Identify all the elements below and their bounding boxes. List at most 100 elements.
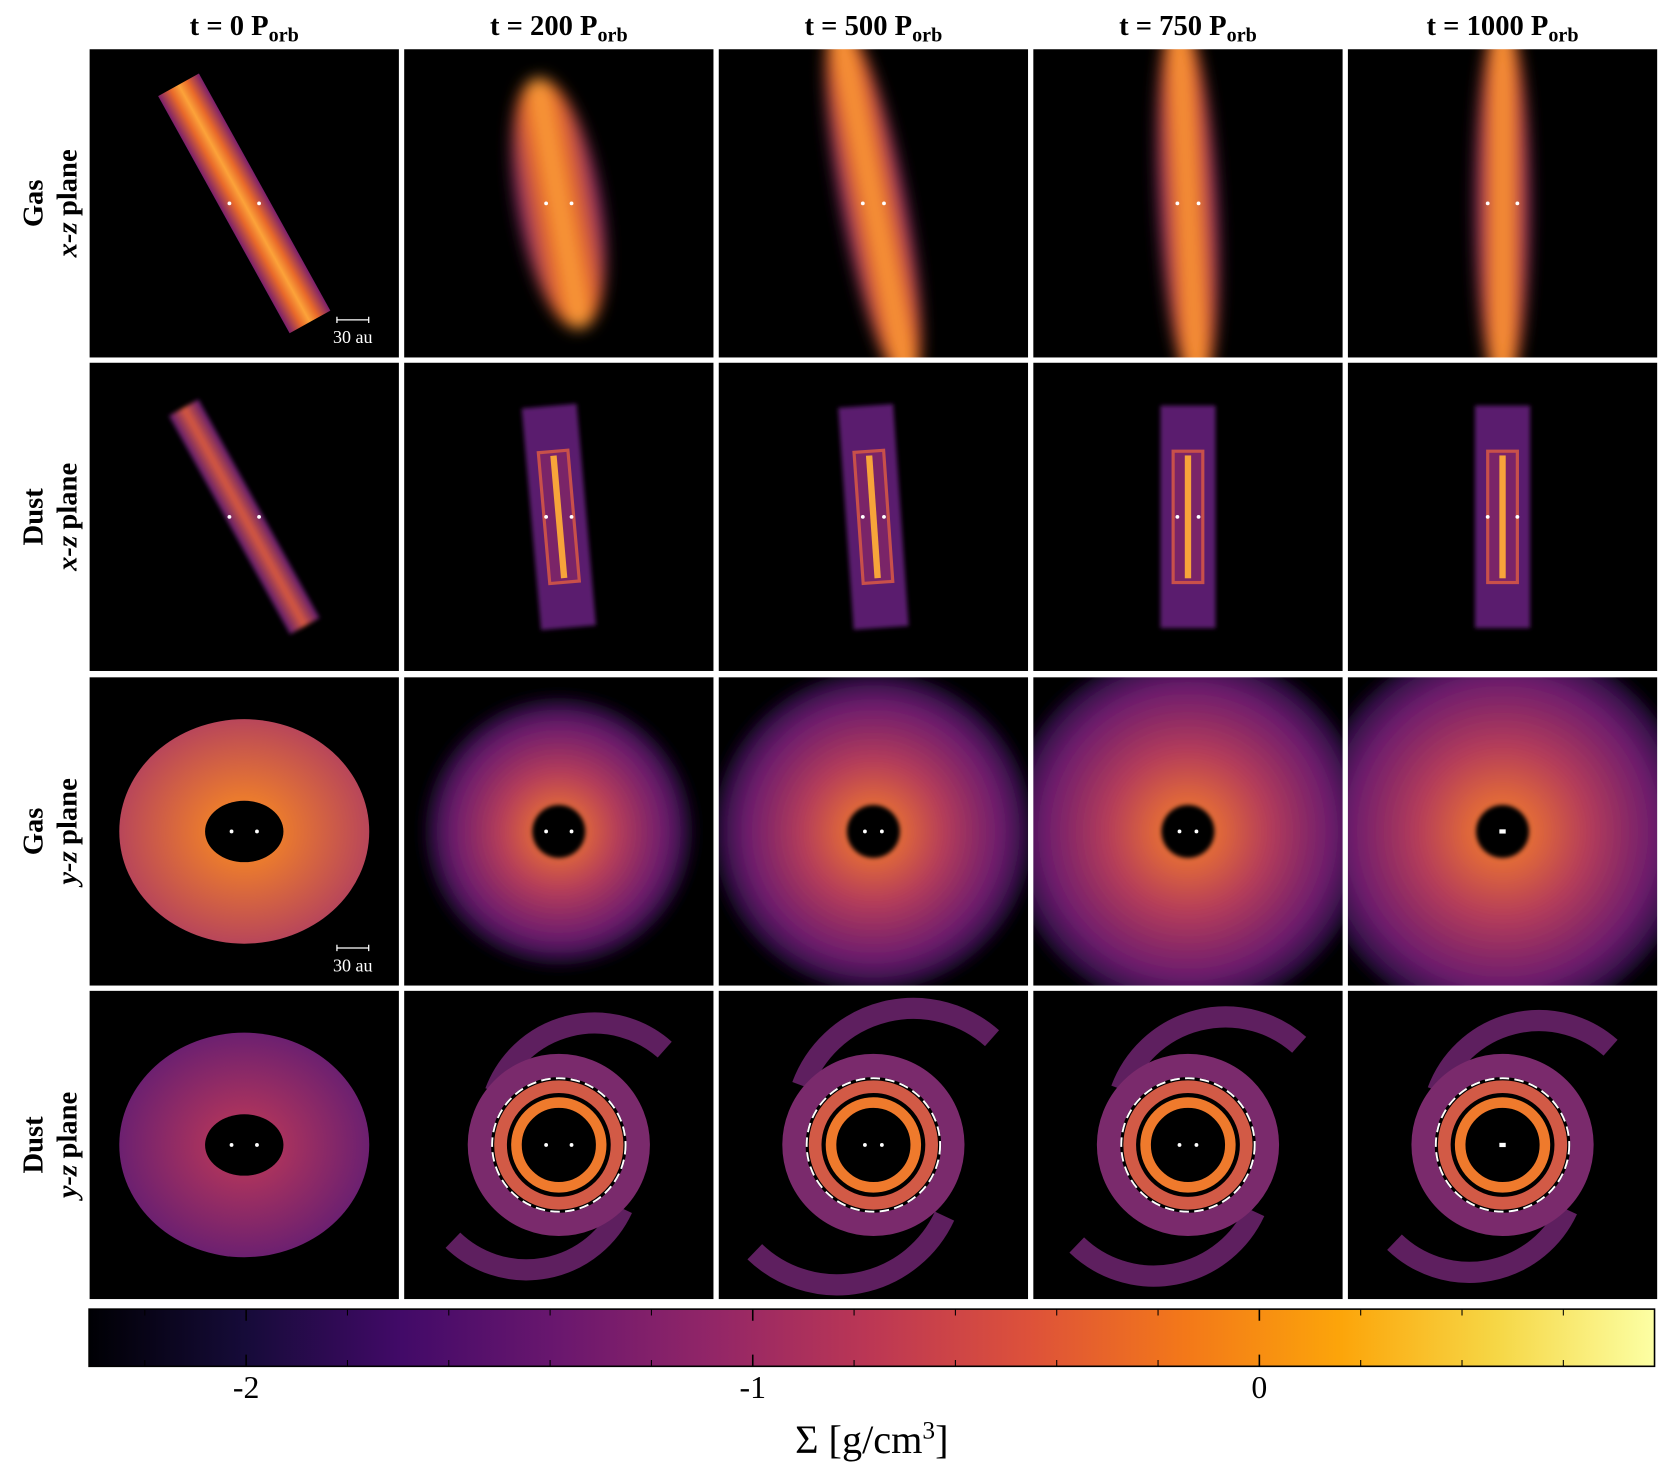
labels: t = 0 Porb t = 200 Porb t = 500 Porb t = 75… (18, 11, 1656, 1462)
gas-slab (511, 77, 607, 329)
star (544, 514, 549, 519)
row-plane: x-z plane (52, 463, 83, 572)
colorbar-tick-label: -2 (233, 1370, 259, 1405)
dust-cavity (205, 1114, 284, 1176)
star (860, 514, 865, 519)
dust-spiral (485, 1012, 672, 1096)
colorbar-tick-label: 0 (1251, 1370, 1267, 1405)
panel-border (403, 676, 715, 987)
panel (1032, 676, 1344, 987)
star (1485, 201, 1490, 206)
dust-spiral (1069, 1207, 1265, 1287)
dust-ring (1096, 1053, 1280, 1237)
panel-content (747, 997, 1000, 1296)
panel-content (1387, 1010, 1618, 1283)
colorbar-label: Σ [g/cm3] (795, 1416, 948, 1462)
panel (426, 699, 692, 964)
colorbar-label-sup: 3 (922, 1416, 935, 1444)
panel-grid (88, 48, 1659, 1301)
star (863, 829, 867, 834)
header-main: t = 200 P (490, 11, 598, 42)
panel-border (1032, 676, 1344, 987)
star (544, 201, 549, 206)
colorbar-label-end: ] (935, 1417, 948, 1462)
plane-axes: x-z (52, 222, 83, 259)
dust-structure (521, 403, 596, 631)
column-header: t = 750 Porb (1119, 11, 1257, 46)
star (863, 1143, 867, 1147)
panel-border (717, 676, 1030, 987)
panel-content (718, 676, 1029, 987)
row-species: Gas (18, 808, 49, 856)
star (879, 829, 884, 834)
dust-ring (1123, 1080, 1253, 1210)
header-sub: orb (912, 24, 942, 46)
star (229, 1143, 234, 1147)
panel-content (1032, 676, 1344, 987)
panel-border (1346, 989, 1659, 1301)
star (1194, 1143, 1199, 1147)
dashed-circle (1434, 1077, 1571, 1213)
star (227, 514, 232, 519)
star (1177, 1143, 1182, 1147)
dust-midplane (1499, 455, 1506, 579)
dust-ring (467, 1053, 650, 1237)
star (1485, 514, 1490, 519)
star (1177, 829, 1182, 834)
panel-content (445, 1012, 672, 1281)
star (860, 201, 865, 206)
star (569, 1143, 574, 1147)
panel-border (1346, 361, 1659, 673)
panel-content (1347, 676, 1658, 987)
dashed-circle (1120, 1077, 1256, 1213)
colorbar-label-main: Σ [g/cm (795, 1417, 922, 1462)
dust-ring (825, 1097, 922, 1193)
panel-border (1032, 361, 1344, 673)
panel (1475, 405, 1531, 629)
star (1196, 201, 1201, 206)
gas-cavity (532, 804, 586, 858)
star (229, 829, 234, 834)
gas-slab (1475, 48, 1531, 358)
panel-content (838, 404, 909, 630)
plane-word: plane (52, 1092, 83, 1159)
panel-content (158, 73, 331, 334)
plane-word: plane (52, 778, 83, 845)
panel (119, 1032, 370, 1258)
header-main: t = 750 P (1119, 11, 1227, 42)
star (227, 201, 232, 206)
dust-ring (1437, 1080, 1568, 1210)
star (257, 514, 261, 519)
header-main: t = 500 P (805, 11, 913, 42)
star (1175, 514, 1180, 519)
star (1499, 829, 1506, 834)
dust-slab (168, 399, 320, 635)
row-plane: y-z plane (52, 778, 83, 887)
dust-structure (1160, 405, 1216, 629)
panel-border (403, 989, 715, 1301)
star (882, 201, 886, 206)
plane-axes: y-z (52, 850, 83, 887)
dust-midplane (550, 455, 568, 579)
panel-content (1160, 405, 1216, 629)
row-species: Dust (18, 488, 49, 546)
row-plane: y-z plane (52, 1092, 83, 1201)
panel-content (119, 1032, 370, 1258)
column-header: t = 1000 Porb (1427, 11, 1579, 46)
dust-spiral (1111, 1006, 1307, 1094)
panel-border (88, 676, 400, 987)
panel-border (88, 361, 400, 673)
dust-ring (808, 1080, 939, 1210)
dashed-circle (805, 1077, 942, 1213)
panel (1475, 48, 1531, 358)
panel (119, 719, 370, 944)
panel-content (119, 719, 370, 944)
panel (838, 404, 909, 630)
dust-ring (782, 1053, 965, 1237)
panel-border (1346, 676, 1659, 987)
dust-ring (511, 1097, 607, 1193)
dust-midplane (865, 455, 881, 579)
gas-slab (825, 48, 922, 358)
dust-ring (1140, 1097, 1236, 1193)
